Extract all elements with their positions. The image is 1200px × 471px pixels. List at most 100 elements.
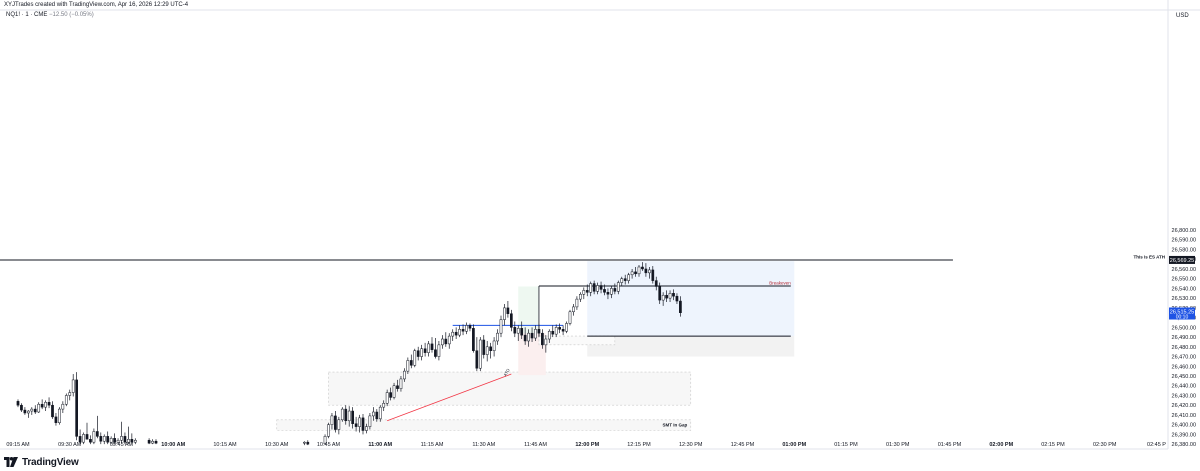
time-tick-label: 01:15 PM bbox=[834, 442, 858, 448]
candle bbox=[444, 332, 448, 347]
candle-body bbox=[323, 436, 327, 444]
candle-body bbox=[372, 411, 375, 417]
candle-body bbox=[461, 329, 465, 332]
candle-body bbox=[47, 402, 51, 406]
candle-body bbox=[82, 434, 85, 443]
time-tick-label: 09:45 AM bbox=[110, 442, 134, 448]
candle-body bbox=[561, 329, 565, 332]
candle-body bbox=[337, 419, 341, 430]
candle-body bbox=[478, 339, 482, 369]
candle-body bbox=[306, 441, 310, 445]
candle bbox=[623, 274, 627, 285]
candle bbox=[599, 281, 603, 294]
price-tick-label: 26,590.00 bbox=[1172, 238, 1196, 244]
candle bbox=[579, 292, 582, 303]
price-tick-label: 26,550.00 bbox=[1172, 277, 1196, 283]
candle-body bbox=[437, 344, 441, 357]
chart-attribution: XYJTrades created with TradingView.com, … bbox=[4, 2, 189, 8]
candle-body bbox=[30, 408, 34, 412]
candle bbox=[82, 432, 85, 445]
price-tick-label: 26,480.00 bbox=[1172, 345, 1196, 351]
candle-body bbox=[668, 293, 672, 299]
candle bbox=[430, 337, 434, 353]
candle bbox=[506, 301, 510, 318]
candle bbox=[510, 309, 513, 332]
price-tick-label: 26,420.00 bbox=[1172, 403, 1196, 409]
candle-body bbox=[610, 288, 613, 295]
candle bbox=[482, 335, 486, 359]
candle bbox=[27, 410, 30, 418]
candle-body bbox=[423, 348, 427, 353]
candle bbox=[64, 393, 68, 407]
candle bbox=[20, 403, 23, 413]
candle bbox=[575, 296, 579, 310]
candle bbox=[485, 340, 489, 362]
candle bbox=[648, 266, 651, 279]
symbol-name: NQ1! · 1 · CME bbox=[6, 12, 48, 18]
candle-body bbox=[554, 327, 558, 335]
candle-body bbox=[303, 441, 306, 444]
candle-body bbox=[71, 379, 75, 393]
candle bbox=[492, 337, 496, 357]
candle bbox=[347, 406, 351, 427]
candle-body bbox=[413, 350, 417, 366]
candle bbox=[627, 272, 630, 284]
candle-body bbox=[130, 439, 134, 443]
candle-body bbox=[396, 385, 399, 389]
candle-body bbox=[354, 423, 358, 427]
candle bbox=[630, 268, 634, 279]
candle-body bbox=[496, 332, 499, 342]
candle-body bbox=[385, 392, 389, 404]
price-tick-label: 26,560.00 bbox=[1172, 267, 1196, 273]
candle-body bbox=[510, 313, 513, 328]
tradingview-footer[interactable]: TradingView bbox=[4, 455, 79, 469]
price-tick-label: 26,400.00 bbox=[1172, 423, 1196, 429]
candle bbox=[596, 282, 599, 295]
candle-body bbox=[644, 268, 648, 274]
candle-body bbox=[392, 385, 396, 398]
candle-body bbox=[154, 440, 158, 444]
trend-line bbox=[387, 373, 512, 422]
candle bbox=[665, 290, 668, 303]
symbol-legend[interactable]: NQ1! · 1 · CME −12.50 (−0.05%) bbox=[6, 12, 94, 18]
candle-body bbox=[489, 346, 492, 351]
candle bbox=[323, 434, 327, 446]
candle-body bbox=[451, 331, 455, 337]
price-change: −12.50 (−0.05%) bbox=[49, 12, 94, 18]
candle-body bbox=[365, 426, 368, 431]
candle bbox=[523, 327, 527, 345]
dashed-zone-small bbox=[538, 335, 616, 346]
candle bbox=[30, 407, 34, 415]
candle-body bbox=[20, 404, 23, 411]
candle-body bbox=[454, 331, 458, 336]
candle-body bbox=[558, 327, 561, 330]
candle bbox=[78, 429, 82, 445]
candle-body bbox=[475, 350, 479, 369]
candle bbox=[340, 407, 344, 422]
last-price-text: 26,515.25 bbox=[1170, 309, 1194, 315]
candle bbox=[54, 412, 58, 426]
candle bbox=[651, 266, 655, 284]
candle-body bbox=[330, 415, 334, 425]
candle bbox=[637, 265, 641, 277]
candle bbox=[551, 325, 555, 338]
candle-body bbox=[513, 327, 517, 334]
time-tick-label: 09:30 AM bbox=[58, 442, 82, 448]
candle bbox=[454, 327, 458, 340]
candle-body bbox=[585, 290, 589, 293]
price-tick-label: 26,440.00 bbox=[1172, 384, 1196, 390]
candle bbox=[123, 432, 127, 445]
candles-layer bbox=[16, 262, 682, 446]
candle-body bbox=[613, 288, 617, 292]
candle bbox=[389, 387, 392, 401]
candle-body bbox=[675, 295, 679, 302]
candle-body bbox=[582, 290, 586, 295]
candle bbox=[365, 423, 368, 434]
candle bbox=[92, 428, 96, 445]
price-tick-label: 26,490.00 bbox=[1172, 335, 1196, 341]
candle-body bbox=[620, 278, 624, 283]
candle-body bbox=[427, 343, 430, 353]
price-tick-label: 26,800.00 bbox=[1172, 228, 1196, 234]
candle bbox=[399, 376, 403, 392]
